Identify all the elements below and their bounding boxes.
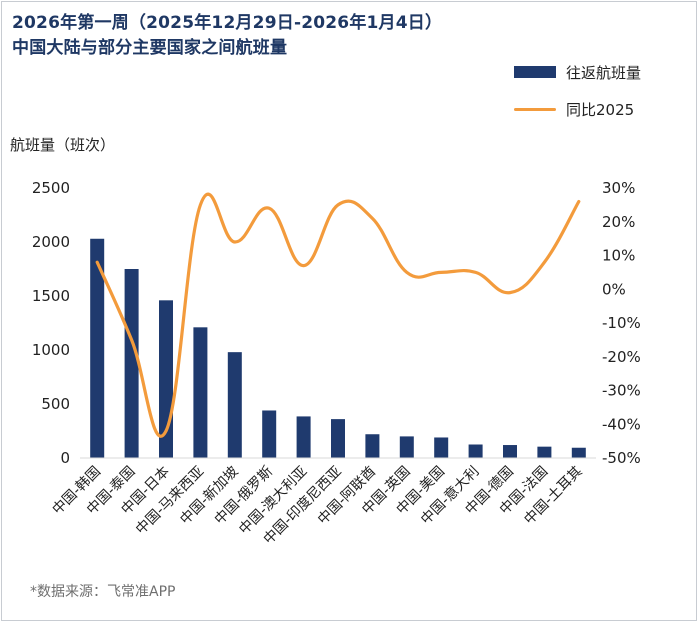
bar: [262, 410, 277, 458]
bar: [227, 352, 242, 458]
bar-series: [90, 238, 586, 458]
bar: [365, 434, 380, 458]
legend-bar-label: 往返航班量: [566, 63, 642, 82]
right-tick-label: 20%: [602, 213, 635, 231]
bar: [571, 447, 586, 458]
bar: [503, 445, 517, 458]
right-tick-label: 0%: [602, 280, 626, 298]
legend-line-swatch: [514, 107, 556, 111]
left-tick-label: 0: [60, 449, 70, 467]
legend-line-label: 同比2025: [566, 100, 635, 119]
right-tick-label: -50%: [602, 449, 641, 467]
bar: [468, 444, 483, 458]
legend-bar-swatch: [514, 66, 556, 78]
right-tick-label: -10%: [602, 314, 641, 332]
bar: [124, 269, 139, 458]
right-tick-label: -30%: [602, 382, 641, 400]
source-note: *数据来源：飞常准APP: [30, 584, 176, 600]
bar: [296, 416, 311, 458]
left-tick-label: 2000: [32, 233, 70, 251]
legend-item-bars: 往返航班量: [514, 61, 641, 83]
right-tick-label: 10%: [602, 247, 635, 265]
left-tick-label: 1000: [32, 341, 70, 359]
left-tick-label: 1500: [32, 287, 70, 305]
legend-item-line: 同比2025: [514, 98, 634, 120]
right-tick-label: 30%: [602, 179, 635, 197]
bar: [399, 436, 414, 458]
bar: [193, 327, 208, 458]
bar: [331, 419, 345, 458]
yoy-line: [95, 192, 581, 438]
left-tick-label: 2500: [32, 179, 70, 197]
bar: [434, 437, 449, 458]
bar: [159, 300, 173, 458]
chart-title-line2: 中国大陆与部分主要国家之间航班量: [12, 38, 288, 58]
right-tick-label: -20%: [602, 348, 641, 366]
bar: [90, 238, 105, 458]
left-tick-label: 500: [41, 395, 70, 413]
bar: [537, 446, 552, 458]
right-axis-ticks: 30% 20% 10% 0% -10% -20% -30% -40% -50%: [602, 179, 641, 467]
left-axis-ticks: 0 500 1000 1500 2000 2500: [32, 179, 70, 467]
y-axis-title: 航班量（班次）: [10, 136, 116, 154]
category-labels: 中国-韩国中国-泰国中国-日本中国-马来西亚中国-新加坡中国-俄罗斯中国-澳大利…: [50, 463, 586, 548]
right-tick-label: -40%: [602, 415, 641, 433]
chart-title-line1: 2026年第一周（2025年12月29日-2026年1月4日）: [12, 13, 443, 33]
